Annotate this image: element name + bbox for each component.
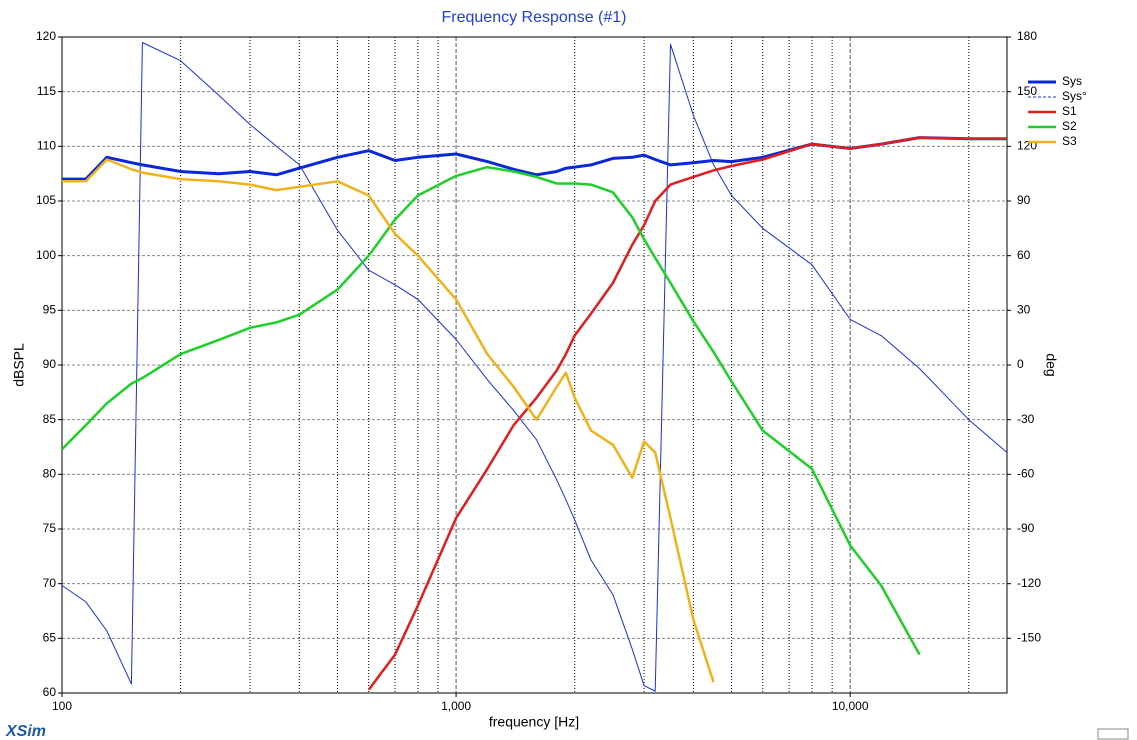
y2-axis-label: deg bbox=[1043, 353, 1059, 376]
y-axis-label: dBSPL bbox=[11, 343, 27, 387]
legend-label: S1 bbox=[1062, 104, 1077, 118]
y-tick-label: 110 bbox=[37, 139, 56, 153]
y2-tick-label: -60 bbox=[1017, 467, 1035, 481]
y2-tick-label: 60 bbox=[1017, 248, 1031, 262]
x-axis-label: frequency [Hz] bbox=[489, 714, 579, 730]
y-tick-label: 65 bbox=[43, 631, 57, 645]
y2-tick-label: -90 bbox=[1017, 521, 1035, 535]
x-tick-label: 10,000 bbox=[832, 699, 869, 713]
legend-label: Sys° bbox=[1062, 89, 1087, 103]
y2-tick-label: -30 bbox=[1017, 412, 1035, 426]
y-tick-label: 100 bbox=[36, 248, 56, 262]
y2-tick-label: 150 bbox=[1017, 84, 1037, 98]
legend-label: S3 bbox=[1062, 134, 1077, 148]
legend-label: Sys bbox=[1062, 74, 1082, 88]
corner-box bbox=[1097, 728, 1129, 740]
series-line bbox=[61, 42, 1008, 692]
y-tick-label: 80 bbox=[43, 467, 57, 481]
y-tick-label: 75 bbox=[43, 521, 57, 535]
y-tick-label: 95 bbox=[43, 303, 57, 317]
y-tick-label: 60 bbox=[43, 685, 57, 699]
y-tick-label: 105 bbox=[36, 193, 56, 207]
legend-label: S2 bbox=[1062, 119, 1077, 133]
series-line bbox=[62, 158, 715, 683]
footer-logo: XSim bbox=[5, 723, 46, 740]
x-tick-label: 1,000 bbox=[441, 699, 471, 713]
y2-tick-label: 120 bbox=[1017, 139, 1037, 153]
y2-tick-label: 30 bbox=[1017, 303, 1031, 317]
x-tick-label: 100 bbox=[52, 699, 72, 713]
chart-title: Frequency Response (#1) bbox=[442, 9, 627, 26]
y2-tick-label: 0 bbox=[1017, 357, 1024, 371]
y-tick-label: 70 bbox=[43, 576, 57, 590]
y2-tick-label: 90 bbox=[1017, 193, 1031, 207]
y-tick-label: 85 bbox=[43, 412, 57, 426]
plot-frame bbox=[61, 36, 1008, 694]
y-tick-label: 90 bbox=[43, 357, 57, 371]
y2-tick-label: 180 bbox=[1017, 29, 1037, 43]
y2-tick-label: -150 bbox=[1017, 631, 1041, 645]
series-line bbox=[367, 136, 1007, 691]
y-tick-label: 120 bbox=[36, 29, 56, 43]
y2-tick-label: -120 bbox=[1017, 576, 1041, 590]
series-line bbox=[62, 136, 1007, 181]
y-tick-label: 115 bbox=[37, 84, 56, 98]
series-line bbox=[61, 165, 921, 656]
